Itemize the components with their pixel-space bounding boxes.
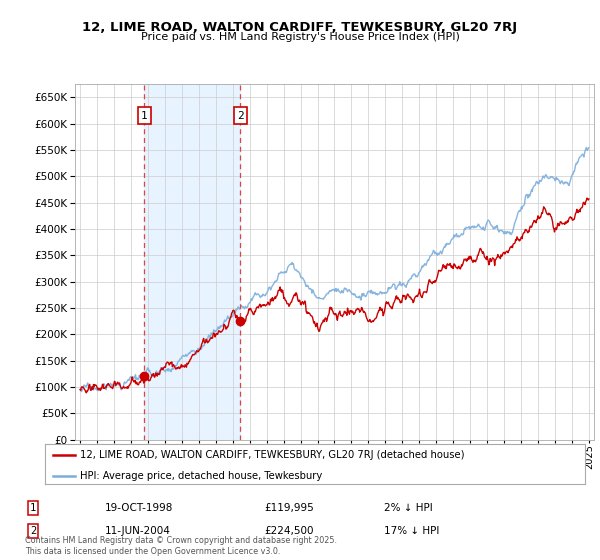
Text: HPI: Average price, detached house, Tewkesbury: HPI: Average price, detached house, Tewk… — [80, 470, 322, 480]
Text: 12, LIME ROAD, WALTON CARDIFF, TEWKESBURY, GL20 7RJ: 12, LIME ROAD, WALTON CARDIFF, TEWKESBUR… — [82, 21, 518, 34]
Text: £224,500: £224,500 — [264, 526, 314, 536]
Text: 1: 1 — [141, 111, 148, 120]
Text: 19-OCT-1998: 19-OCT-1998 — [105, 503, 173, 513]
Text: 12, LIME ROAD, WALTON CARDIFF, TEWKESBURY, GL20 7RJ (detached house): 12, LIME ROAD, WALTON CARDIFF, TEWKESBUR… — [80, 450, 464, 460]
Text: Price paid vs. HM Land Registry's House Price Index (HPI): Price paid vs. HM Land Registry's House … — [140, 32, 460, 42]
Text: 1: 1 — [30, 503, 36, 513]
Text: Contains HM Land Registry data © Crown copyright and database right 2025.
This d: Contains HM Land Registry data © Crown c… — [25, 536, 337, 556]
Text: 17% ↓ HPI: 17% ↓ HPI — [384, 526, 439, 536]
Text: 11-JUN-2004: 11-JUN-2004 — [105, 526, 171, 536]
Text: £119,995: £119,995 — [264, 503, 314, 513]
Text: 2% ↓ HPI: 2% ↓ HPI — [384, 503, 433, 513]
Text: 2: 2 — [237, 111, 244, 120]
Text: 2: 2 — [30, 526, 36, 536]
Bar — [145, 84, 240, 440]
